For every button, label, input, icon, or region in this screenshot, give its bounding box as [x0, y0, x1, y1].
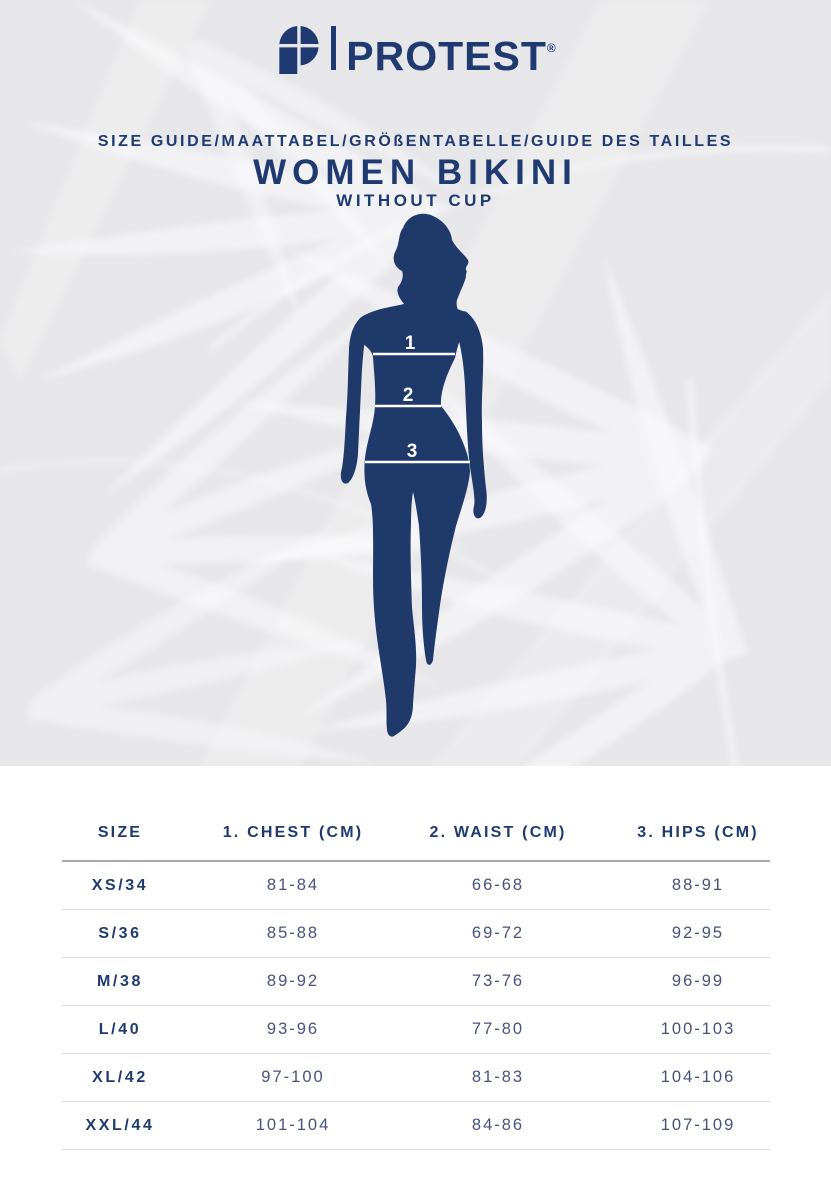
size-label: S/36 — [98, 925, 142, 942]
silhouette-right-arm — [452, 311, 487, 519]
waist-value: 66-68 — [471, 876, 525, 894]
body-silhouette: 1 2 3 — [340, 213, 487, 737]
hips-value: 88-91 — [671, 876, 725, 894]
waist-marker-label: 2 — [403, 385, 414, 406]
column-header-size: SIZE — [97, 824, 143, 841]
waist-value: 69-72 — [471, 924, 525, 942]
size-table: SIZE 1. CHEST (CM) 2. WAIST (CM) 3. HIPS… — [62, 806, 770, 1150]
hips-marker-label: 3 — [407, 441, 418, 462]
hips-value: 100-103 — [660, 1020, 736, 1038]
hips-value: 107-109 — [660, 1116, 736, 1134]
size-guide-languages-line: SIZE GUIDE/MAATTABEL/GRÖßENTABELLE/GUIDE… — [97, 133, 734, 150]
table-row-l40: L/40 93-96 77-80 100-103 — [62, 1006, 770, 1054]
hips-value: 96-99 — [671, 972, 725, 990]
size-label: XS/34 — [91, 877, 149, 894]
page-subtitle: WITHOUT CUP — [336, 191, 495, 210]
silhouette-body — [355, 303, 470, 737]
logo-wordmark-text: PROTEST — [346, 33, 547, 79]
chest-value: 89-92 — [266, 972, 320, 990]
table-row-m38: M/38 89-92 73-76 96-99 — [62, 958, 770, 1006]
logo-wordmark: PROTEST® — [346, 24, 555, 80]
silhouette-head — [393, 213, 469, 314]
chest-value: 85-88 — [266, 924, 320, 942]
column-header-chest: 1. CHEST (CM) — [222, 824, 364, 841]
table-row-xxl44: XXL/44 101-104 84-86 107-109 — [62, 1102, 770, 1150]
table-row-xs34: XS/34 81-84 66-68 88-91 — [62, 862, 770, 910]
logo-divider-bar — [331, 26, 337, 70]
waist-value: 77-80 — [471, 1020, 525, 1038]
brand-logo: PROTEST® — [0, 24, 831, 80]
size-label: XXL/44 — [85, 1117, 155, 1134]
hips-value: 92-95 — [671, 924, 725, 942]
waist-value: 73-76 — [471, 972, 525, 990]
waist-value: 81-83 — [471, 1068, 525, 1086]
protest-logo-icon — [279, 26, 319, 74]
size-label: L/40 — [98, 1021, 142, 1038]
column-header-waist: 2. WAIST (CM) — [429, 824, 567, 841]
chest-value: 93-96 — [266, 1020, 320, 1038]
hero-section: PROTEST® SIZE GUIDE/MAATTABEL/GRÖßENTABE… — [0, 0, 831, 766]
palm-leaves-background — [0, 0, 831, 766]
waist-value: 84-86 — [471, 1116, 525, 1134]
chest-value: 81-84 — [266, 876, 320, 894]
page-title: WOMEN BIKINI — [253, 153, 578, 192]
registered-trademark: ® — [546, 41, 556, 55]
size-label: XL/42 — [92, 1069, 148, 1086]
hips-value: 104-106 — [660, 1068, 736, 1086]
chest-value: 97-100 — [261, 1068, 325, 1086]
chest-marker-label: 1 — [405, 333, 416, 354]
size-label: M/38 — [97, 973, 143, 990]
table-row-s36: S/36 85-88 69-72 92-95 — [62, 910, 770, 958]
size-table-header-row: SIZE 1. CHEST (CM) 2. WAIST (CM) 3. HIPS… — [62, 806, 770, 862]
silhouette-left-arm — [340, 317, 369, 484]
table-row-xl42: XL/42 97-100 81-83 104-106 — [62, 1054, 770, 1102]
column-header-hips: 3. HIPS (CM) — [637, 824, 759, 841]
chest-value: 101-104 — [255, 1116, 331, 1134]
